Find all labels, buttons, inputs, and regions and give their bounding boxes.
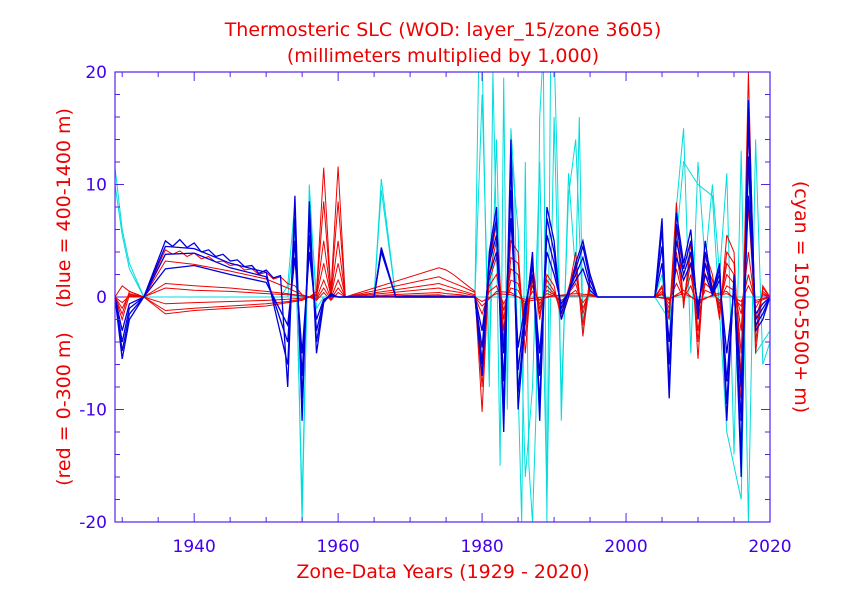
y-axis-title-blue: (blue = 400-1400 m) <box>53 108 75 308</box>
y-axis-title-right: (cyan = 1500-5500+ m) <box>790 181 812 413</box>
x-tick-label-1940: 1940 <box>173 537 216 557</box>
chart-title: Thermosteric SLC (WOD: layer_15/zone 360… <box>224 19 662 41</box>
series-line-blue-4 <box>115 195 770 388</box>
y-tick-label-10: 10 <box>85 176 107 196</box>
series-line-blue-2 <box>115 122 770 455</box>
x-tick-label-1980: 1980 <box>460 537 503 557</box>
series-line-cyan-2 <box>115 94 770 500</box>
axis-layer: 1940 1960 1980 2000 2020 -20 -10 0 10 20 <box>79 63 791 557</box>
y-tick-label--20: -20 <box>79 513 107 533</box>
x-tick-label-2000: 2000 <box>604 537 647 557</box>
y-axis-title-red: (red = 0-300 m) <box>53 332 75 486</box>
chart-subtitle: (millimeters multiplied by 1,000) <box>287 45 599 67</box>
y-tick-label-20: 20 <box>85 63 107 83</box>
x-axis-title: Zone-Data Years (1929 - 2020) <box>296 561 589 583</box>
series-line-red-6 <box>115 274 770 312</box>
y-tick-label-0: 0 <box>96 288 107 308</box>
series-line-red-1 <box>115 72 770 412</box>
y-axis-title-left: (red = 0-300 m) (blue = 400-1400 m) <box>53 108 75 486</box>
y-axis-title-gap <box>53 314 75 326</box>
series-line-blue-3 <box>115 156 770 421</box>
x-tick-label-2020: 2020 <box>748 537 791 557</box>
x-tick-label-1960: 1960 <box>316 537 359 557</box>
series-layer <box>115 72 770 522</box>
y-tick-label--10: -10 <box>79 401 107 421</box>
